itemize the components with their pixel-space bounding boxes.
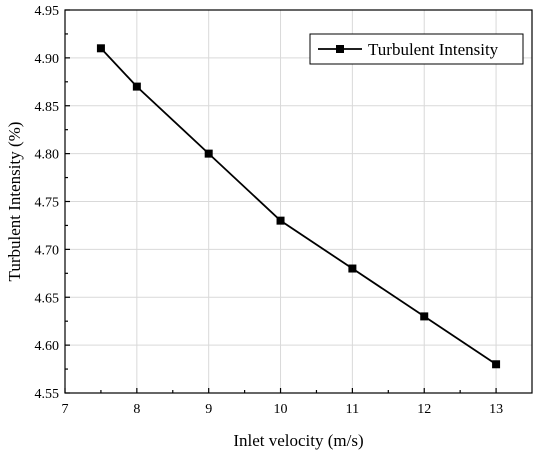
- legend: Turbulent Intensity: [309, 33, 524, 65]
- y-axis-title: Turbulent Intensity (%): [5, 122, 24, 282]
- series-line: [100, 47, 497, 366]
- y-tick-label: 4.75: [35, 196, 60, 211]
- y-tick-label: 4.60: [35, 339, 60, 354]
- legend-marker: [336, 45, 344, 53]
- plot-area: [96, 44, 501, 369]
- x-tick-label: 13: [489, 402, 503, 417]
- grid: [64, 9, 532, 394]
- legend-label: Turbulent Intensity: [368, 40, 499, 59]
- y-tick-label: 4.65: [35, 291, 60, 306]
- data-point: [96, 44, 105, 53]
- x-tick-label: 8: [133, 402, 140, 417]
- x-tick-label: 10: [274, 402, 288, 417]
- y-tick-label: 4.55: [35, 387, 60, 402]
- y-tick-label: 4.85: [35, 100, 60, 115]
- x-axis-title: Inlet velocity (m/s): [233, 431, 363, 450]
- y-tick-label: 4.80: [35, 148, 60, 163]
- data-point: [348, 264, 357, 273]
- y-tick-label: 4.90: [35, 52, 60, 67]
- data-point: [276, 216, 285, 225]
- data-point: [204, 149, 213, 158]
- x-tick-label: 11: [346, 402, 359, 417]
- x-axis: 7 8 9 10 11 12 13: [62, 388, 503, 417]
- y-axis: 4.55 4.60 4.65 4.70 4.75 4.80 4.85 4.90 4.95: [35, 4, 70, 402]
- x-tick-label: 7: [62, 402, 69, 417]
- data-point: [420, 312, 429, 321]
- x-tick-label: 9: [205, 402, 212, 417]
- y-tick-label: 4.95: [35, 4, 60, 19]
- y-tick-label: 4.70: [35, 243, 60, 258]
- data-point: [132, 82, 141, 91]
- x-tick-label: 12: [417, 402, 431, 417]
- data-point: [492, 360, 501, 369]
